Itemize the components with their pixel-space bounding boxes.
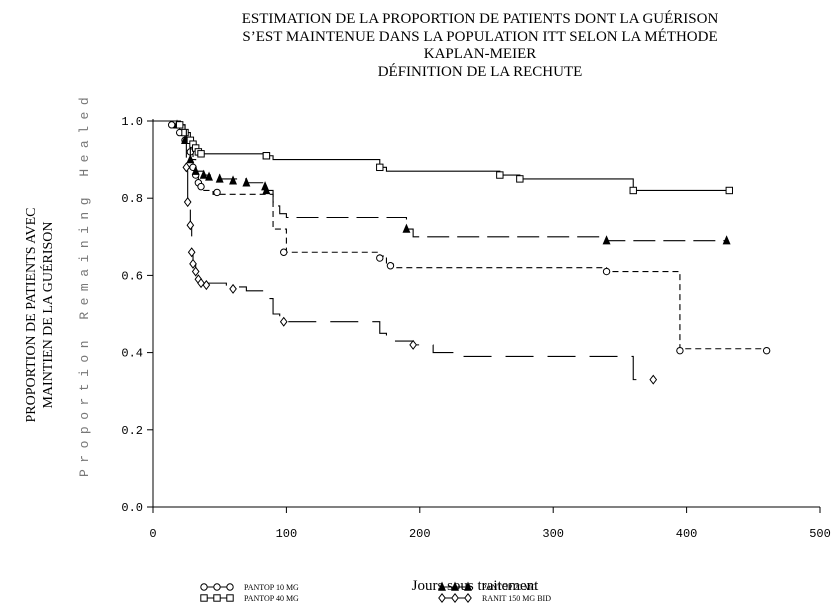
censor-marker-diamond (279, 316, 288, 327)
event-marker-square (181, 128, 189, 137)
legend-marker-diamond (451, 592, 459, 604)
censor-marker-square (725, 186, 733, 195)
event-marker-square (262, 152, 271, 160)
event-marker-triangle (186, 154, 195, 164)
censor-marker-diamond (649, 374, 658, 385)
title-line: KAPLAN-MEIER (423, 46, 537, 62)
event-marker-diamond (189, 258, 197, 269)
censor-marker-triangle (722, 235, 731, 245)
legend-marker-circle (213, 583, 221, 591)
event-marker-square (175, 121, 184, 129)
event-marker-square (197, 150, 205, 158)
y-tick-label: 0.0 (121, 501, 143, 515)
legend-marker-square (200, 594, 208, 602)
event-marker-diamond (186, 220, 195, 231)
x-tick-label: 300 (542, 527, 564, 541)
censor-marker-square (376, 163, 384, 172)
legend-marker-circle (226, 583, 234, 591)
censor-marker-circle (376, 254, 384, 262)
legend-marker-triangle (438, 581, 446, 591)
censor-marker-square (516, 175, 524, 183)
event-marker-diamond (182, 162, 191, 173)
title-line: DÉFINITION DE LA RECHUTE (377, 63, 583, 80)
series-line-diamond (153, 120, 654, 381)
censor-marker-circle (386, 262, 395, 270)
legend-label-triangle: PANTOP 20 MG (482, 583, 537, 592)
event-marker-triangle (242, 177, 251, 187)
y-tick-label: 0.2 (121, 424, 143, 438)
legend-marker-triangle (464, 581, 472, 591)
legend-marker-circle (200, 583, 208, 591)
series-line-circle (153, 120, 767, 350)
y-tick-label: 0.8 (121, 192, 143, 206)
censor-marker-circle (762, 346, 771, 355)
censor-marker-circle (280, 248, 288, 256)
legend-marker-diamond (464, 592, 472, 604)
censor-marker-circle (213, 188, 221, 197)
legend-marker-square (226, 594, 234, 602)
legend-marker-diamond (438, 592, 446, 604)
x-tick-label: 100 (276, 527, 298, 541)
y-tick-label: 1.0 (121, 115, 143, 129)
x-tick-label: 500 (809, 527, 831, 541)
event-marker-triangle (199, 169, 208, 179)
event-marker-diamond (191, 266, 200, 277)
chart-title: ESTIMATION DE LA PROPORTION DE PATIENTS … (150, 11, 810, 81)
y-tick-label: 0.6 (121, 269, 143, 283)
censor-marker-triangle (402, 223, 411, 233)
event-marker-diamond (183, 197, 192, 208)
censor-marker-triangle (602, 235, 611, 245)
event-marker-diamond (187, 247, 196, 258)
x-tick-label: 200 (409, 527, 431, 541)
censor-marker-circle (676, 346, 684, 355)
censor-marker-square (496, 171, 504, 179)
legend-label-circle: PANTOP 10 MG (244, 583, 299, 592)
x-tick-label: 400 (676, 527, 698, 541)
event-marker-triangle (191, 165, 200, 175)
title-line: ESTIMATION DE LA PROPORTION DE PATIENTS … (241, 11, 719, 27)
censor-marker-diamond (409, 339, 417, 350)
censor-marker-diamond (202, 280, 211, 291)
event-marker-triangle (262, 185, 271, 195)
censor-marker-circle (602, 267, 611, 276)
censor-marker-triangle (229, 175, 238, 185)
legend-label-diamond: RANIT 150 MG BID (482, 594, 551, 603)
censor-marker-triangle (205, 171, 213, 181)
series-line-square (153, 120, 730, 192)
legend-marker-square (213, 594, 221, 602)
event-marker-diamond (197, 278, 205, 289)
legend-marker-triangle (451, 581, 459, 591)
x-tick-label: 0 (149, 527, 156, 541)
event-marker-circle (197, 182, 205, 191)
y-tick-label: 0.4 (121, 347, 143, 361)
title-line: S’EST MAINTENUE DANS LA POPULATION ITT S… (242, 28, 718, 45)
censor-marker-diamond (229, 283, 237, 294)
legend-label-square: PANTOP 40 MG (244, 594, 299, 603)
event-marker-triangle (215, 173, 224, 183)
series-line-triangle (153, 120, 727, 242)
censor-marker-square (629, 186, 637, 195)
